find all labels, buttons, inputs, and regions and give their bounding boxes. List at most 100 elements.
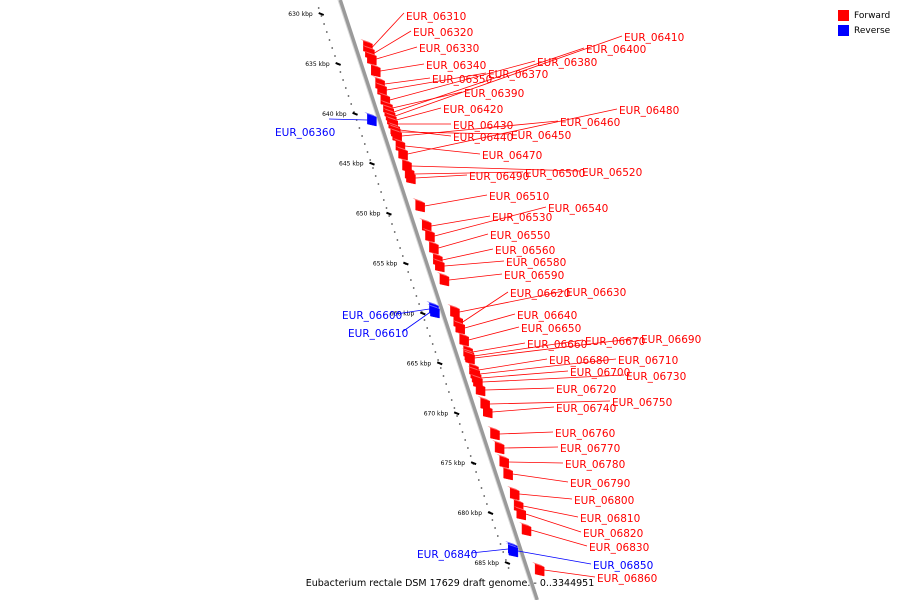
gene-glyph-top-eur-06450 xyxy=(388,124,401,129)
ruler-tick xyxy=(470,461,477,466)
gene-label-eur-06390[interactable]: EUR_06390 xyxy=(464,88,524,100)
gene-label-eur-06610[interactable]: EUR_06610 xyxy=(348,328,408,340)
gene-label-eur-06720[interactable]: EUR_06720 xyxy=(556,384,616,396)
gene-label-eur-06560[interactable]: EUR_06560 xyxy=(495,245,555,257)
gene-leader-eur-06560 xyxy=(442,248,494,261)
gene-label-eur-06680[interactable]: EUR_06680 xyxy=(549,355,609,367)
gene-leader-eur-06520 xyxy=(411,165,581,172)
gene-label-eur-06700[interactable]: EUR_06700 xyxy=(570,367,630,379)
gene-glyph-top-eur-06710 xyxy=(467,366,480,371)
gene-label-eur-06410[interactable]: EUR_06410 xyxy=(624,32,684,44)
gene-leader-eur-06550 xyxy=(438,233,489,249)
gene-glyph-eur-06730[interactable] xyxy=(473,375,483,389)
gene-label-eur-06670[interactable]: EUR_06670 xyxy=(585,336,645,348)
ruler-dot xyxy=(320,15,323,17)
ruler-dot xyxy=(499,543,502,545)
gene-glyph-eur-06580[interactable] xyxy=(435,259,445,273)
gene-label-eur-06520[interactable]: EUR_06520 xyxy=(582,167,642,179)
gene-label-eur-06690[interactable]: EUR_06690 xyxy=(641,334,701,346)
ruler-dot xyxy=(323,23,325,25)
gene-glyph-eur-06830[interactable] xyxy=(521,523,532,537)
gene-label-eur-06640[interactable]: EUR_06640 xyxy=(517,310,577,322)
gene-glyph-top-eur-06640 xyxy=(452,320,465,325)
gene-label-eur-06330[interactable]: EUR_06330 xyxy=(419,43,479,55)
gene-label-eur-06660[interactable]: EUR_06660 xyxy=(527,339,587,351)
gene-glyph-eur-06650[interactable] xyxy=(459,333,469,347)
gene-label-eur-06620[interactable]: EUR_06620 xyxy=(510,288,570,300)
gene-label-eur-06850[interactable]: EUR_06850 xyxy=(593,560,653,572)
gene-glyph-top-eur-06610 xyxy=(427,304,440,309)
ruler-dot xyxy=(396,239,399,241)
ruler-tick-label: 675 kbp xyxy=(441,460,466,467)
gene-label-eur-06600[interactable]: EUR_06600 xyxy=(342,310,402,322)
gene-label-eur-06470[interactable]: EUR_06470 xyxy=(482,150,542,162)
gene-label-eur-06800[interactable]: EUR_06800 xyxy=(574,495,634,507)
label-layer: EUR_06310 EUR_06320 EUR_06330 EUR_06340 EUR_… xyxy=(275,11,701,585)
gene-label-eur-06630[interactable]: EUR_06630 xyxy=(566,287,626,299)
gene-label-eur-06750[interactable]: EUR_06750 xyxy=(612,397,672,409)
gene-glyph-eur-06820[interactable] xyxy=(516,507,527,521)
gene-leader-eur-06730 xyxy=(482,374,625,383)
gene-label-eur-06380[interactable]: EUR_06380 xyxy=(537,57,597,69)
gene-label-eur-06780[interactable]: EUR_06780 xyxy=(565,459,625,471)
gene-glyph-eur-06630[interactable] xyxy=(450,305,460,319)
gene-label-eur-06430[interactable]: EUR_06430 xyxy=(453,120,513,132)
gene-label-eur-06480[interactable]: EUR_06480 xyxy=(619,105,679,117)
gene-label-eur-06350[interactable]: EUR_06350 xyxy=(432,74,492,86)
gene-label-eur-06790[interactable]: EUR_06790 xyxy=(570,478,630,490)
gene-leader-eur-06470 xyxy=(404,145,481,155)
gene-glyph-eur-06480[interactable] xyxy=(398,147,408,161)
ruler-dot xyxy=(418,303,420,305)
gene-label-eur-06530[interactable]: EUR_06530 xyxy=(492,212,552,224)
gene-glyph-eur-06510[interactable] xyxy=(415,199,425,213)
gene-label-eur-06760[interactable]: EUR_06760 xyxy=(555,428,615,440)
gene-label-eur-06310[interactable]: EUR_06310 xyxy=(406,11,466,23)
gene-label-eur-06320[interactable]: EUR_06320 xyxy=(413,27,473,39)
gene-glyph-eur-06590[interactable] xyxy=(439,273,450,287)
gene-label-eur-06810[interactable]: EUR_06810 xyxy=(580,513,640,525)
gene-label-eur-06830[interactable]: EUR_06830 xyxy=(589,542,649,554)
gene-label-eur-06740[interactable]: EUR_06740 xyxy=(556,403,616,415)
ruler-dot xyxy=(339,71,342,73)
gene-label-eur-06450[interactable]: EUR_06450 xyxy=(511,130,571,142)
ruler-dot xyxy=(480,487,483,489)
gene-glyph-eur-06340[interactable] xyxy=(371,64,381,78)
gene-label-eur-06840[interactable]: EUR_06840 xyxy=(417,549,477,561)
ruler-tick-label: 630 kbp xyxy=(288,11,313,18)
gene-glyph-eur-06690[interactable] xyxy=(465,351,475,365)
gene-label-eur-06340[interactable]: EUR_06340 xyxy=(426,60,486,72)
legend-item-forward: Forward xyxy=(838,8,900,23)
gene-label-eur-06490[interactable]: EUR_06490 xyxy=(469,171,529,183)
gene-leader-eur-06510 xyxy=(424,194,488,207)
gene-label-eur-06590[interactable]: EUR_06590 xyxy=(504,270,564,282)
gene-leader-eur-06580 xyxy=(444,260,505,267)
gene-label-eur-06820[interactable]: EUR_06820 xyxy=(583,528,643,540)
gene-glyph-eur-06640[interactable] xyxy=(455,321,465,335)
gene-glyph-eur-06360[interactable] xyxy=(367,113,377,127)
gene-label-eur-06420[interactable]: EUR_06420 xyxy=(443,104,503,116)
gene-glyph-eur-06860[interactable] xyxy=(534,563,545,577)
gene-glyph-eur-06770[interactable] xyxy=(494,441,505,455)
gene-glyph-eur-06760[interactable] xyxy=(490,427,500,441)
gene-glyph-eur-06790[interactable] xyxy=(503,467,513,481)
gene-label-eur-06730[interactable]: EUR_06730 xyxy=(626,371,686,383)
gene-glyph-eur-06520[interactable] xyxy=(402,159,412,173)
gene-label-eur-06400[interactable]: EUR_06400 xyxy=(586,44,646,56)
gene-glyph-eur-06750[interactable] xyxy=(480,397,490,411)
gene-label-eur-06650[interactable]: EUR_06650 xyxy=(521,323,581,335)
gene-label-eur-06770[interactable]: EUR_06770 xyxy=(560,443,620,455)
ruler-dot xyxy=(344,87,347,89)
gene-glyph-top-eur-06580 xyxy=(432,258,445,263)
gene-label-eur-06710[interactable]: EUR_06710 xyxy=(618,355,678,367)
gene-label-eur-06860[interactable]: EUR_06860 xyxy=(597,573,657,585)
gene-label-eur-06460[interactable]: EUR_06460 xyxy=(560,117,620,129)
gene-label-eur-06550[interactable]: EUR_06550 xyxy=(490,230,550,242)
gene-label-eur-06360[interactable]: EUR_06360 xyxy=(275,127,335,139)
gene-leader-eur-06370 xyxy=(386,72,487,91)
gene-leader-eur-06460 xyxy=(401,120,559,137)
gene-label-eur-06540[interactable]: EUR_06540 xyxy=(548,203,608,215)
gene-label-eur-06580[interactable]: EUR_06580 xyxy=(506,257,566,269)
gene-leader-eur-06480 xyxy=(407,108,618,155)
gene-label-eur-06510[interactable]: EUR_06510 xyxy=(489,191,549,203)
ruler-dot xyxy=(317,7,320,9)
